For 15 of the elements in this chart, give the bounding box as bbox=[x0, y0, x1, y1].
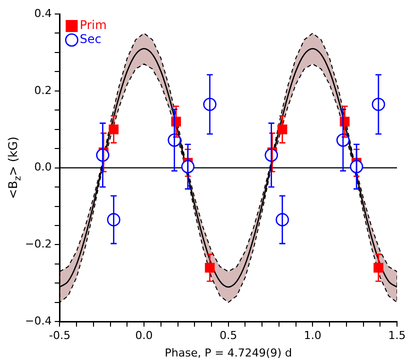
x-tick-label: 1.5 bbox=[388, 329, 406, 342]
x-tick-label: 0.5 bbox=[220, 329, 238, 342]
x-tick-label: 1.0 bbox=[304, 329, 322, 342]
y-axis-title: <Bz> (kG) bbox=[6, 136, 24, 200]
y-tick-label: −0.4 bbox=[24, 314, 52, 328]
x-axis-title: Phase, P = 4.7249(9) d bbox=[164, 346, 292, 360]
point bbox=[374, 262, 384, 273]
legend-label: Prim bbox=[80, 18, 107, 32]
text: 0.0 bbox=[135, 329, 153, 342]
x-tick-label: -0.5 bbox=[48, 329, 70, 342]
y-tick-label: 0.0 bbox=[34, 160, 52, 174]
legend-label: Sec bbox=[80, 32, 102, 46]
y-tick-label: 0.2 bbox=[34, 84, 52, 97]
y-tick-label: −0.2 bbox=[24, 238, 52, 251]
y-tick-label: 0.4 bbox=[34, 6, 52, 20]
